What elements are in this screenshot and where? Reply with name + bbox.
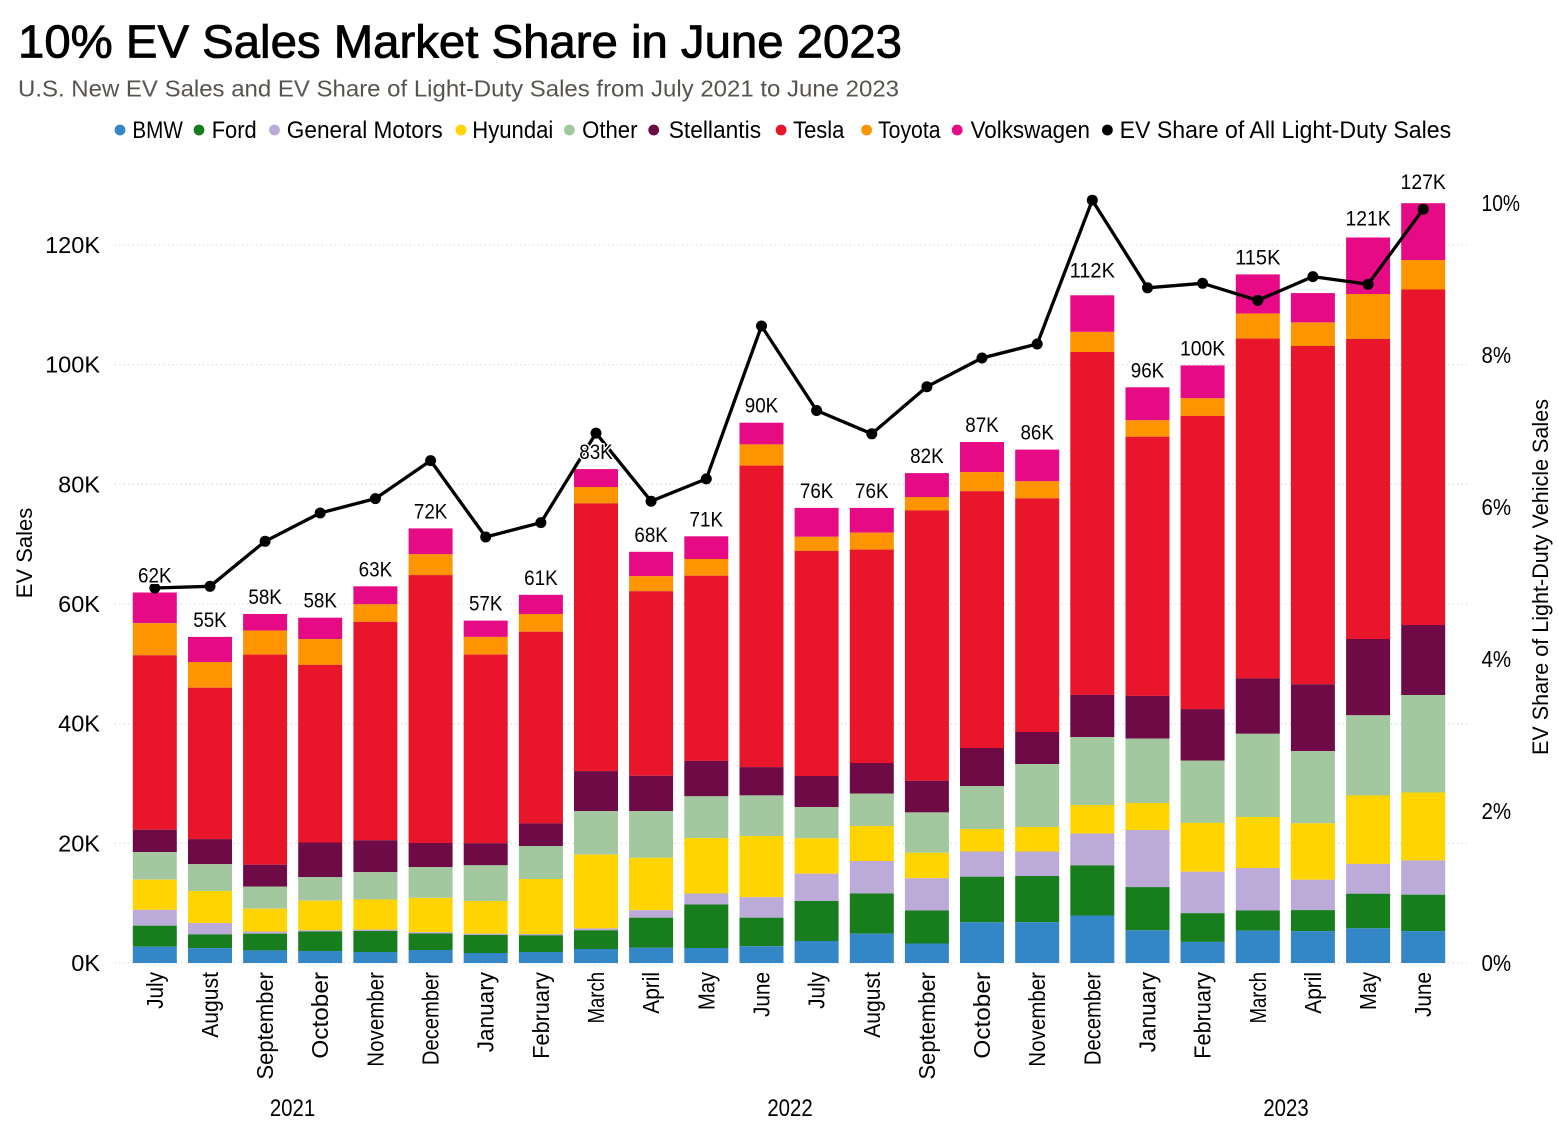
svg-text:EV Sales: EV Sales (12, 508, 37, 599)
svg-text:December: December (1079, 972, 1105, 1065)
svg-text:0%: 0% (1482, 950, 1512, 976)
svg-text:March: March (583, 972, 609, 1023)
svg-text:BMW: BMW (132, 117, 183, 144)
svg-text:U.S. New EV Sales and EV Share: U.S. New EV Sales and EV Share of Light-… (18, 76, 899, 102)
svg-text:November: November (1024, 972, 1050, 1067)
svg-text:112K: 112K (1070, 259, 1115, 282)
svg-text:60K: 60K (58, 591, 100, 617)
svg-text:62K: 62K (138, 565, 172, 588)
svg-text:Ford: Ford (212, 117, 257, 144)
svg-text:90K: 90K (745, 395, 779, 418)
svg-text:100K: 100K (1180, 337, 1225, 360)
svg-text:April: April (1300, 972, 1326, 1014)
svg-text:10% EV Sales Market Share in J: 10% EV Sales Market Share in June 2023 (18, 16, 902, 68)
svg-text:June: June (749, 972, 775, 1017)
svg-text:87K: 87K (965, 414, 999, 437)
svg-text:127K: 127K (1401, 171, 1446, 194)
svg-text:Other: Other (582, 117, 637, 144)
svg-text:100K: 100K (45, 352, 100, 378)
svg-text:71K: 71K (690, 508, 724, 531)
svg-text:8%: 8% (1482, 342, 1512, 368)
svg-text:80K: 80K (58, 471, 100, 497)
svg-text:57K: 57K (469, 593, 503, 616)
svg-text:April: April (638, 972, 664, 1014)
svg-text:EV Share of Light-Duty Vehicle: EV Share of Light-Duty Vehicle Sales (1528, 399, 1553, 755)
svg-text:May: May (1355, 972, 1381, 1010)
svg-text:2022: 2022 (767, 1095, 812, 1122)
svg-text:4%: 4% (1482, 646, 1512, 672)
svg-text:20K: 20K (58, 830, 100, 856)
svg-text:2023: 2023 (1263, 1095, 1308, 1122)
svg-text:March: March (1245, 972, 1271, 1023)
svg-text:July: July (804, 972, 830, 1009)
svg-text:December: December (418, 972, 444, 1065)
svg-text:October: October (969, 972, 995, 1059)
svg-text:83K: 83K (579, 441, 613, 464)
svg-text:115K: 115K (1235, 246, 1280, 269)
svg-text:August: August (859, 971, 885, 1037)
svg-text:September: September (252, 972, 278, 1080)
svg-text:EV Share of All Light-Duty Sal: EV Share of All Light-Duty Sales (1120, 117, 1452, 144)
svg-text:55K: 55K (193, 609, 227, 632)
svg-text:76K: 76K (855, 480, 889, 503)
svg-text:Stellantis: Stellantis (669, 117, 761, 144)
svg-text:68K: 68K (634, 524, 668, 547)
svg-text:61K: 61K (524, 567, 558, 590)
svg-text:September: September (914, 972, 940, 1080)
svg-text:January: January (473, 972, 499, 1053)
svg-text:July: July (142, 972, 168, 1009)
svg-text:2%: 2% (1482, 798, 1512, 824)
svg-text:63K: 63K (359, 558, 393, 581)
svg-text:58K: 58K (248, 586, 282, 609)
svg-text:10%: 10% (1482, 190, 1521, 216)
svg-text:76K: 76K (800, 480, 834, 503)
svg-text:February: February (528, 972, 554, 1059)
svg-text:October: October (307, 972, 333, 1059)
svg-text:40K: 40K (58, 711, 100, 737)
svg-text:58K: 58K (303, 590, 337, 613)
svg-text:February: February (1190, 972, 1216, 1059)
svg-text:Toyota: Toyota (878, 117, 941, 144)
svg-text:August: August (197, 971, 223, 1037)
svg-text:120K: 120K (45, 232, 100, 258)
svg-text:Tesla: Tesla (793, 117, 845, 144)
svg-text:Volkswagen: Volkswagen (971, 117, 1090, 144)
svg-text:November: November (362, 972, 388, 1067)
svg-text:72K: 72K (414, 500, 448, 523)
svg-text:General Motors: General Motors (287, 117, 443, 144)
svg-text:Hyundai: Hyundai (472, 117, 553, 144)
svg-text:2021: 2021 (270, 1095, 315, 1122)
svg-text:May: May (693, 972, 719, 1010)
svg-text:0K: 0K (71, 950, 100, 976)
svg-text:82K: 82K (910, 445, 944, 468)
svg-text:121K: 121K (1345, 208, 1390, 231)
svg-text:January: January (1135, 972, 1161, 1053)
svg-text:86K: 86K (1020, 422, 1054, 445)
svg-text:June: June (1410, 972, 1436, 1017)
svg-text:96K: 96K (1131, 359, 1165, 382)
svg-text:6%: 6% (1482, 494, 1512, 520)
